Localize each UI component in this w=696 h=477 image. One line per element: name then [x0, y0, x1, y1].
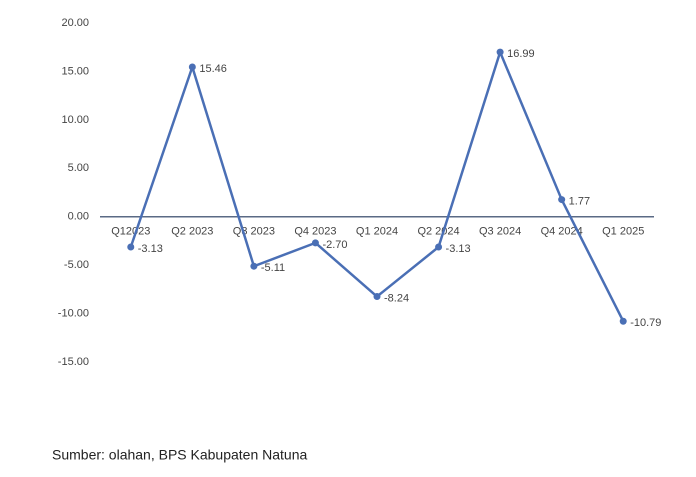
x-tick-label: Q2 2023 — [171, 226, 213, 238]
point — [373, 293, 381, 301]
value-label: 15.46 — [199, 63, 227, 75]
value-label: 16.99 — [507, 48, 535, 60]
x-tick-label: Q3 2024 — [479, 226, 521, 238]
x-tick-label: Q1 2025 — [602, 226, 644, 238]
point — [558, 196, 566, 204]
x-tick-label: Q4 2024 — [541, 226, 583, 238]
value-label: 1.77 — [569, 195, 590, 207]
value-label: -8.24 — [384, 292, 409, 304]
y-tick-label: 15.00 — [61, 65, 89, 77]
point — [496, 48, 504, 56]
point — [188, 63, 196, 71]
point — [435, 243, 443, 251]
point — [127, 243, 135, 251]
y-tick-label: 5.00 — [68, 162, 89, 174]
value-label: -10.79 — [630, 317, 661, 329]
y-tick-label: 0.00 — [68, 211, 89, 223]
source-note: Sumber: olahan, BPS Kabupaten Natuna — [52, 447, 308, 463]
y-tick-label: -5.00 — [64, 259, 89, 271]
x-tick-label: Q1 2024 — [356, 226, 398, 238]
value-label: -3.13 — [446, 243, 471, 255]
point — [250, 262, 258, 270]
y-tick-label: -10.00 — [58, 307, 89, 319]
value-label: -3.13 — [138, 243, 163, 255]
y-tick-label: 20.00 — [61, 17, 89, 29]
x-tick-label: Q4 2023 — [294, 226, 336, 238]
x-tick-label: Q3 2023 — [233, 226, 275, 238]
line — [129, 50, 625, 322]
y-tick-label: -15.00 — [58, 356, 89, 368]
x-tick-label: Q2 2024 — [417, 226, 459, 238]
point — [311, 239, 319, 247]
value-label: -5.11 — [261, 262, 285, 274]
y-tick-label: 10.00 — [61, 114, 89, 126]
x-tick-label: Q12023 — [111, 226, 150, 238]
value-label: -2.70 — [322, 239, 347, 251]
point — [619, 317, 627, 325]
